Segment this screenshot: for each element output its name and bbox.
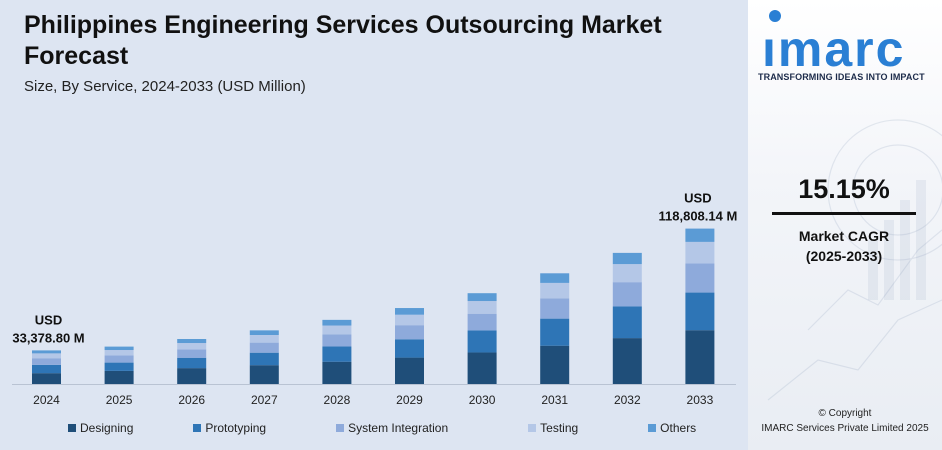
bar-designing-2024: [32, 373, 61, 384]
x-tick-label-2025: 2025: [106, 393, 133, 407]
bar-system-integration-2028: [322, 334, 352, 347]
legend-swatch-testing: [528, 424, 537, 432]
bar-system-integration-2032: [612, 282, 642, 307]
copyright-line2: IMARC Services Private Limited 2025: [761, 423, 929, 434]
total-label-currency-2024: USD: [35, 312, 62, 327]
bar-designing-2029: [395, 357, 424, 384]
bar-others-2032: [612, 252, 642, 265]
copyright-notice: © Copyright IMARC Services Private Limit…: [748, 406, 942, 436]
bar-system-integration-2026: [177, 349, 207, 358]
bar-others-2027: [249, 330, 279, 335]
bar-prototyping-2026: [177, 357, 207, 369]
brand-tagline: TRANSFORMING IDEAS INTO IMPACT: [758, 72, 925, 82]
bar-prototyping-2030: [467, 330, 497, 353]
cagr-value: 15.15%: [798, 174, 890, 204]
legend-swatch-system-integration: [336, 424, 345, 432]
bar-prototyping-2029: [395, 339, 424, 358]
bar-designing-2033: [685, 330, 715, 384]
bar-prototyping-2033: [685, 292, 715, 331]
bar-prototyping-2032: [612, 306, 642, 339]
bar-chart: 2024 2025 2026 2027 2028 2029 2030 2031 2032 2033…: [12, 191, 738, 407]
bar-designing-2025: [104, 370, 134, 384]
x-tick-label-2033: 2033: [687, 393, 714, 407]
bar-system-integration-2024: [32, 358, 61, 365]
x-tick-label-2029: 2029: [396, 393, 423, 407]
bar-prototyping-2024: [32, 364, 61, 374]
legend-item-others: Others: [648, 421, 696, 435]
legend-label-others: Others: [660, 421, 697, 435]
legend-item-designing: Designing: [68, 421, 133, 435]
bar-system-integration-2033: [685, 263, 715, 293]
bar-designing-2031: [540, 345, 570, 384]
bar-testing-2030: [467, 301, 497, 314]
chart-title: Philippines Engineering Services Outsour…: [24, 11, 662, 70]
bar-others-2026: [177, 339, 207, 344]
brand-panel: ımarc: [748, 0, 942, 450]
bar-designing-2030: [467, 352, 497, 384]
legend-label-system-integration: System Integration: [348, 421, 449, 435]
x-tick-label-2027: 2027: [251, 393, 278, 407]
bar-system-integration-2031: [540, 298, 570, 319]
bar-others-2031: [540, 273, 570, 283]
legend-swatch-prototyping: [193, 424, 202, 432]
bar-testing-2026: [177, 343, 207, 350]
bar-testing-2025: [104, 350, 134, 356]
cagr-label-line1: Market CAGR: [798, 228, 890, 244]
total-label-currency-2033: USD: [684, 191, 711, 206]
legend-swatch-designing: [68, 424, 76, 432]
bar-prototyping-2028: [322, 346, 352, 362]
legend-item-testing: Testing: [528, 421, 578, 435]
bar-designing-2028: [322, 361, 352, 384]
legend-label-designing: Designing: [80, 421, 134, 435]
legend-item-system-integration: System Integration: [336, 421, 448, 435]
cagr-label-line2: (2025-2033): [805, 248, 883, 264]
legend-label-testing: Testing: [540, 421, 579, 435]
chart-legend: Designing Prototyping System Integration Te…: [68, 419, 696, 437]
bar-others-2029: [395, 308, 424, 315]
cagr-divider: [772, 212, 916, 215]
x-tick-label-2026: 2026: [178, 393, 205, 407]
x-tick-label-2032: 2032: [614, 393, 641, 407]
bar-system-integration-2029: [395, 325, 424, 340]
bar-prototyping-2025: [104, 362, 134, 371]
bar-others-2024: [32, 350, 61, 354]
imarc-logo: ımarc: [762, 10, 905, 74]
x-tick-label-2031: 2031: [541, 393, 568, 407]
x-tick-label-2030: 2030: [469, 393, 496, 407]
legend-item-prototyping: Prototyping: [193, 421, 266, 435]
chart-subtitle: Size, By Service, 2024-2033 (USD Million…: [24, 78, 306, 95]
bar-system-integration-2025: [104, 355, 134, 363]
bar-designing-2027: [249, 365, 279, 384]
bar-testing-2032: [612, 264, 642, 283]
total-label-value-2033: 118,808.14 M: [659, 209, 738, 224]
bar-prototyping-2031: [540, 318, 570, 346]
bar-others-2028: [322, 319, 352, 326]
legend-label-prototyping: Prototyping: [205, 421, 267, 435]
bar-system-integration-2027: [249, 342, 279, 353]
bar-testing-2027: [249, 334, 279, 343]
decorative-background: [767, 119, 942, 401]
svg-text:ımarc: ımarc: [762, 21, 905, 74]
x-tick-label-2028: 2028: [324, 393, 351, 407]
total-label-value-2024: 33,378.80 M: [12, 330, 84, 345]
legend-swatch-others: [648, 424, 657, 432]
bar-testing-2033: [685, 241, 715, 264]
bar-others-2030: [467, 293, 497, 302]
bar-testing-2028: [322, 325, 352, 335]
bar-prototyping-2027: [249, 352, 279, 366]
copyright-line1: © Copyright: [818, 408, 872, 419]
x-tick-label-2024: 2024: [33, 393, 60, 407]
bar-testing-2029: [395, 314, 424, 326]
bar-others-2033: [685, 228, 715, 242]
bar-designing-2026: [177, 368, 207, 384]
bar-system-integration-2030: [467, 313, 497, 331]
bar-others-2025: [104, 346, 134, 351]
cagr-label: Market CAGR (2025-2033): [772, 226, 916, 266]
bar-testing-2031: [540, 282, 570, 299]
bar-designing-2032: [612, 338, 642, 384]
bar-testing-2024: [32, 353, 61, 359]
